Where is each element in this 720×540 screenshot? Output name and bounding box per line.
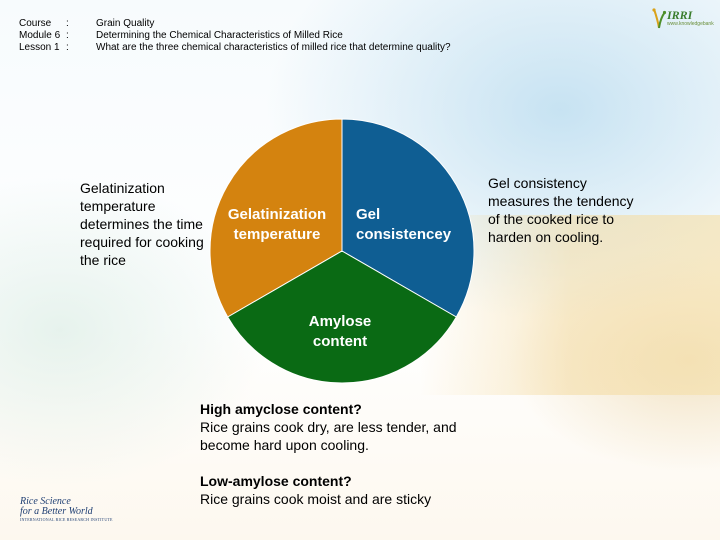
diagram-segment-label: consistencey — [356, 226, 452, 243]
diagram-segment — [209, 118, 343, 318]
diagram-segment-label: Amylose — [309, 313, 372, 330]
header-key: Course — [19, 18, 52, 29]
header-key: Lesson 1 — [19, 42, 60, 53]
rice-quality-diagram: Gelatinization temperature Gel consistencey… — [209, 118, 475, 384]
high-amylose-question: High amyclose content? — [200, 401, 362, 417]
rice-science-logo-line2: for a Better World — [20, 506, 93, 517]
low-amylose-answer: Rice grains cook moist and are sticky — [200, 491, 432, 507]
slide-header: Course : Grain Quality Module 6 : Determ… — [19, 18, 451, 54]
rice-science-logo: Rice Science for a Better World INTERNAT… — [20, 496, 113, 527]
header-separator: : — [66, 30, 69, 41]
diagram-segment-label: Gel — [356, 206, 380, 223]
gel-consistency-description: Gel consistency measures the tendency of… — [488, 175, 634, 245]
diagram-segment-label: Gelatinization — [228, 206, 326, 223]
low-amylose-question: Low-amylose content? — [200, 473, 352, 489]
header-row-module: Module 6 : Determining the Chemical Char… — [19, 30, 451, 42]
diagram-segment-label: content — [313, 333, 367, 350]
irri-logo-text: IRRI — [667, 8, 693, 22]
diagram-segment-label: temperature — [234, 226, 321, 243]
header-value: What are the three chemical characterist… — [96, 42, 451, 53]
high-amylose-answer: Rice grains cook dry, are less tender, a… — [200, 419, 457, 453]
gelatinization-description: Gelatinization temperature determines th… — [80, 180, 204, 268]
header-separator: : — [66, 42, 69, 53]
header-value: Grain Quality — [96, 18, 155, 29]
header-value: Determining the Chemical Characteristics… — [96, 30, 343, 41]
header-separator: : — [66, 18, 69, 29]
rice-stalk-icon — [652, 8, 667, 29]
header-row-course: Course : Grain Quality — [19, 18, 451, 30]
header-key: Module 6 — [19, 30, 61, 41]
irri-logo-subtext: www.knowledgebank — [667, 21, 714, 27]
amylose-notes: High amyclose content? Rice grains cook … — [200, 400, 510, 508]
rice-science-logo-line3: INTERNATIONAL RICE RESEARCH INSTITUTE — [20, 517, 113, 522]
rice-science-logo-line1: Rice Science — [20, 496, 71, 507]
diagram-segment — [341, 118, 475, 318]
diagram-segment — [227, 250, 457, 384]
irri-logo: IRRI www.knowledgebank — [651, 7, 714, 29]
header-row-lesson: Lesson 1 : What are the three chemical c… — [19, 42, 451, 54]
